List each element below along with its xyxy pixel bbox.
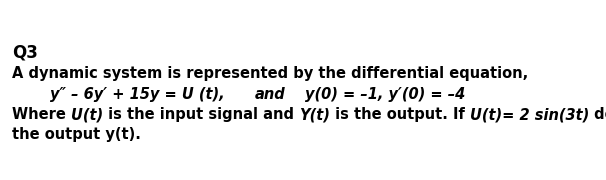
Text: the output y(t).: the output y(t).	[12, 127, 141, 142]
Text: U(t): U(t)	[71, 107, 103, 122]
Text: and: and	[255, 87, 286, 102]
Text: determine: determine	[590, 107, 606, 122]
Text: is the output. If: is the output. If	[330, 107, 470, 122]
Text: U(t)= 2 sin(3t): U(t)= 2 sin(3t)	[470, 107, 590, 122]
Text: Y(t): Y(t)	[299, 107, 330, 122]
Text: is the input signal and: is the input signal and	[103, 107, 299, 122]
Text: y(0) = –1, y′(0) = –4: y(0) = –1, y′(0) = –4	[305, 87, 465, 102]
Text: Where: Where	[12, 107, 71, 122]
Text: Q3: Q3	[12, 44, 38, 62]
Text: y″ – 6y′ + 15y = U (t),: y″ – 6y′ + 15y = U (t),	[50, 87, 225, 102]
Text: A dynamic system is represented by the differential equation,: A dynamic system is represented by the d…	[12, 66, 528, 81]
